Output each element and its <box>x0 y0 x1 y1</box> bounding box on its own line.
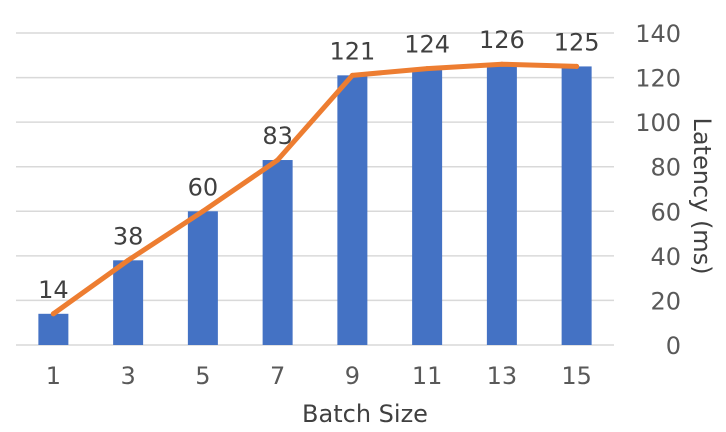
latency-line <box>50 61 580 317</box>
y-tick-label: 0 <box>666 332 681 360</box>
y-tick-label: 140 <box>635 20 681 48</box>
bars <box>38 64 592 346</box>
y-tick-labels: 0 20 40 60 80 100 120 140 <box>635 20 681 360</box>
bar <box>113 260 144 345</box>
x-tick-label: 5 <box>195 362 210 390</box>
data-label: 83 <box>262 122 293 150</box>
bar <box>337 75 368 345</box>
data-label: 124 <box>404 31 450 59</box>
bar <box>486 64 517 345</box>
x-axis-title: Batch Size <box>302 400 428 428</box>
line-point <box>275 157 281 163</box>
line-point <box>499 61 505 67</box>
line-point <box>125 257 131 263</box>
data-labels: 14 38 60 83 121 124 126 125 <box>38 26 599 304</box>
line-point <box>574 63 580 69</box>
data-label: 121 <box>329 37 375 65</box>
data-label: 14 <box>38 276 69 304</box>
x-tick-label: 3 <box>120 362 135 390</box>
data-label: 60 <box>188 173 219 201</box>
x-tick-label: 7 <box>270 362 285 390</box>
gridlines <box>16 32 614 346</box>
x-tick-label: 15 <box>561 362 592 390</box>
bar <box>262 160 293 345</box>
line-point <box>200 208 206 214</box>
line-point <box>50 311 56 317</box>
y-tick-label: 20 <box>650 287 681 315</box>
bar <box>187 211 218 345</box>
bar <box>412 68 443 346</box>
bar <box>38 313 69 345</box>
data-label: 38 <box>113 222 144 250</box>
x-tick-labels: 1 3 5 7 9 11 13 15 <box>46 362 592 390</box>
data-label: 126 <box>479 26 525 54</box>
y-tick-label: 80 <box>650 154 681 182</box>
y-tick-label: 60 <box>650 198 681 226</box>
y-axis-title: Latency (ms) <box>688 117 716 274</box>
x-tick-label: 9 <box>345 362 360 390</box>
bar <box>561 66 592 345</box>
x-tick-label: 13 <box>487 362 518 390</box>
x-tick-label: 1 <box>46 362 61 390</box>
y-tick-label: 40 <box>650 243 681 271</box>
line-point <box>349 72 355 78</box>
line-point <box>424 66 430 72</box>
data-label: 125 <box>554 28 600 56</box>
x-tick-label: 11 <box>412 362 443 390</box>
y-tick-label: 100 <box>635 109 681 137</box>
line-series <box>50 61 580 317</box>
y-tick-label: 120 <box>635 65 681 93</box>
